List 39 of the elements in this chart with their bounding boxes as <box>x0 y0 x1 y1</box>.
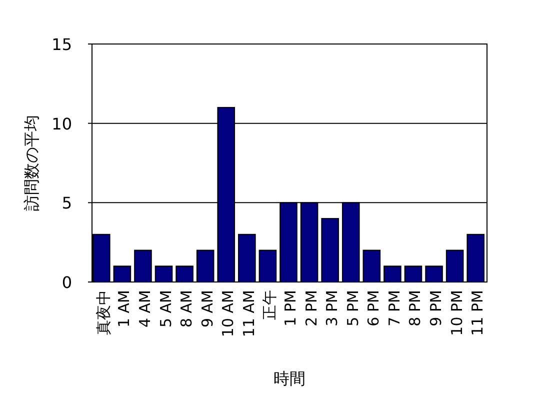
bar <box>384 266 402 282</box>
bar <box>466 234 484 282</box>
bar <box>113 266 132 282</box>
x-tick-label: 8 AM <box>178 290 196 328</box>
bar <box>134 250 152 282</box>
x-tick-label: 5 PM <box>344 290 362 326</box>
y-tick-label: 10 <box>52 114 72 134</box>
bar <box>176 266 194 282</box>
x-tick-label: 6 PM <box>364 290 383 326</box>
bar <box>154 266 173 282</box>
bar <box>446 250 464 282</box>
x-tick-label: 2 PM <box>302 290 320 326</box>
bar <box>362 250 381 282</box>
bar <box>196 250 214 282</box>
y-axis-title: 訪問数の平均 <box>22 115 41 211</box>
x-tick-label: 11 PM <box>468 290 487 336</box>
x-tick-label: 11 AM <box>240 290 258 338</box>
y-tick-label: 5 <box>62 194 72 213</box>
x-tick-label: 10 PM <box>448 290 466 336</box>
x-tick-label: 正午 <box>260 290 279 320</box>
x-tick-label: 9 PM <box>427 290 446 326</box>
y-tick-label: 15 <box>52 35 72 54</box>
x-tick-label: 7 PM <box>385 290 404 326</box>
x-tick-label: 5 AM <box>156 290 175 328</box>
bar <box>425 266 443 282</box>
x-axis-title: 時間 <box>274 369 306 388</box>
x-tick-label: 9 AM <box>198 290 216 328</box>
x-tick-label: 4 AM <box>136 290 154 328</box>
x-tick-label: 1 PM <box>282 290 300 326</box>
bar <box>258 250 277 282</box>
bar <box>404 266 422 282</box>
x-tick-label: 1 AM <box>115 290 134 328</box>
x-tick-label: 3 PM <box>323 290 342 326</box>
x-tick-label: 真夜中 <box>94 290 112 335</box>
y-tick-label: 0 <box>62 273 72 292</box>
bar <box>321 218 339 282</box>
bar <box>238 234 256 282</box>
x-tick-label: 10 AM <box>219 290 238 338</box>
x-tick-label: 8 PM <box>406 290 424 326</box>
